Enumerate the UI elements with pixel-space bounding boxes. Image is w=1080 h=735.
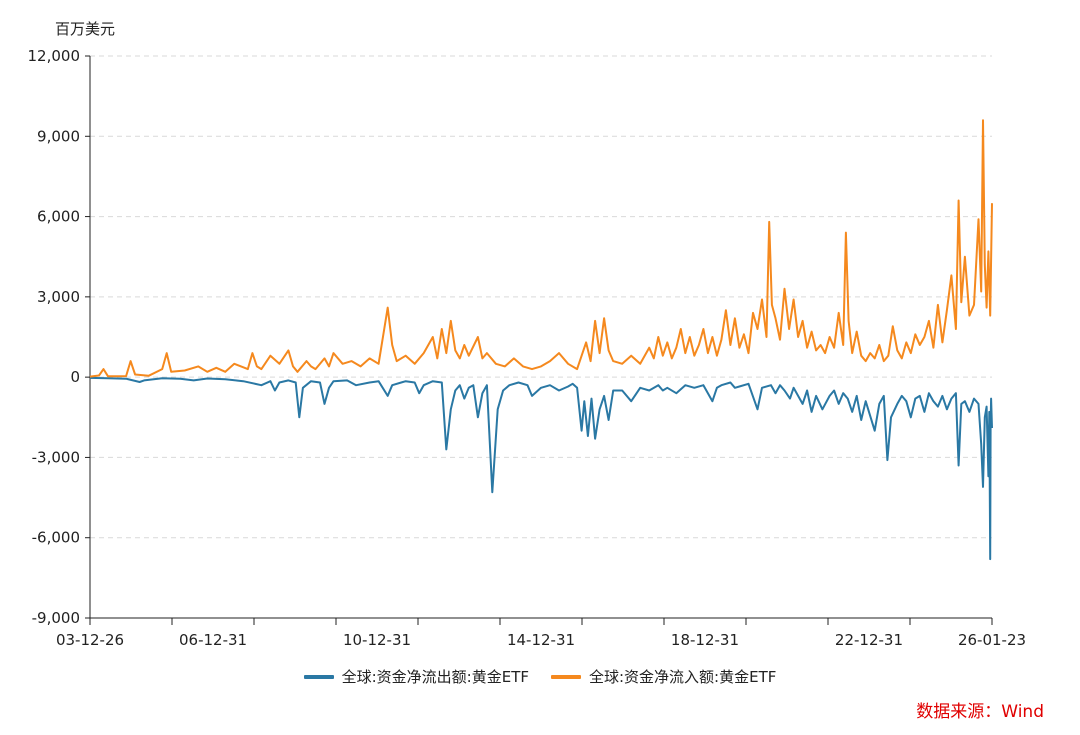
legend-label-inflow: 全球:资金净流入额:黄金ETF [589, 668, 777, 686]
legend-swatch-inflow [551, 674, 581, 679]
y-tick-label: -9,000 [32, 609, 80, 627]
grid-lines [90, 55, 992, 539]
y-tick-label: 9,000 [37, 127, 80, 145]
data-source-note: 数据来源：Wind [916, 702, 1044, 722]
axes: 12,000 9,000 6,000 3,000 0 -3,000 -6,000 -9,000… [28, 47, 1027, 649]
y-tick-label: 3,000 [37, 288, 80, 306]
legend-item-outflow[interactable]: 全球:资金净流出额:黄金ETF [303, 666, 529, 687]
series-line-inflow [89, 119, 993, 378]
legend-label-outflow: 全球:资金净流出额:黄金ETF [341, 668, 529, 686]
x-tick-label: 22-12-31 [835, 631, 903, 649]
x-tick-label: 06-12-31 [179, 631, 247, 649]
y-axis-unit-label: 百万美元 [55, 20, 116, 38]
y-tick-label: -6,000 [32, 529, 80, 547]
y-tick-label: 0 [70, 368, 80, 386]
legend-item-inflow[interactable]: 全球:资金净流入额:黄金ETF [551, 666, 776, 687]
legend-swatch-outflow [303, 674, 334, 679]
x-tick-label: 18-12-31 [671, 631, 739, 649]
y-tick-label: 12,000 [28, 47, 81, 65]
legend: 全球:资金净流出额:黄金ETF 全球:资金净流入额:黄金ETF [0, 666, 1080, 687]
x-tick-label: 26-01-23 [958, 631, 1026, 649]
x-tick-label: 14-12-31 [507, 631, 575, 649]
y-tick-label: 6,000 [37, 208, 80, 226]
x-tick-label: 10-12-31 [343, 631, 411, 649]
series-line-outflow [89, 376, 993, 561]
y-tick-label: -3,000 [32, 448, 80, 466]
x-tick-label: 03-12-26 [56, 631, 124, 649]
series-lines [89, 119, 993, 561]
